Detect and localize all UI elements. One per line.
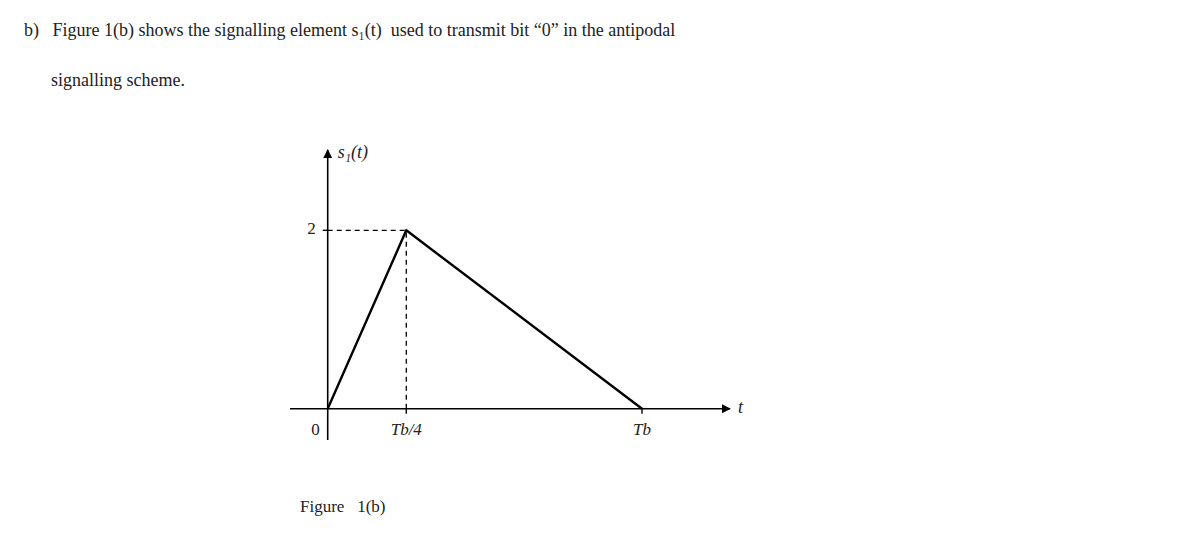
signal-line bbox=[328, 230, 642, 408]
guide-line bbox=[328, 230, 407, 231]
chart: b) Figure 1(b) shows the signalling elem… bbox=[0, 0, 1178, 557]
x-tick-label: Tb/4 bbox=[391, 420, 423, 439]
guide-line bbox=[406, 230, 407, 408]
y-axis-label: s₁(t) bbox=[338, 142, 368, 163]
x-axis-label: t bbox=[738, 397, 744, 417]
y-tick bbox=[323, 230, 328, 231]
y-tick-label: 2 bbox=[307, 219, 316, 238]
x-tick bbox=[641, 409, 642, 414]
title: b) Figure 1(b) shows the signalling elem… bbox=[24, 20, 675, 41]
x-axis bbox=[290, 408, 730, 410]
y-axis bbox=[327, 150, 329, 440]
plot-area bbox=[328, 230, 642, 408]
x-tick bbox=[406, 409, 407, 414]
caption: Figure 1(b) bbox=[300, 497, 385, 516]
subtitle: signalling scheme. bbox=[24, 70, 185, 90]
x-tick-label: Tb bbox=[633, 420, 651, 439]
x-tick-label: 0 bbox=[311, 420, 320, 439]
